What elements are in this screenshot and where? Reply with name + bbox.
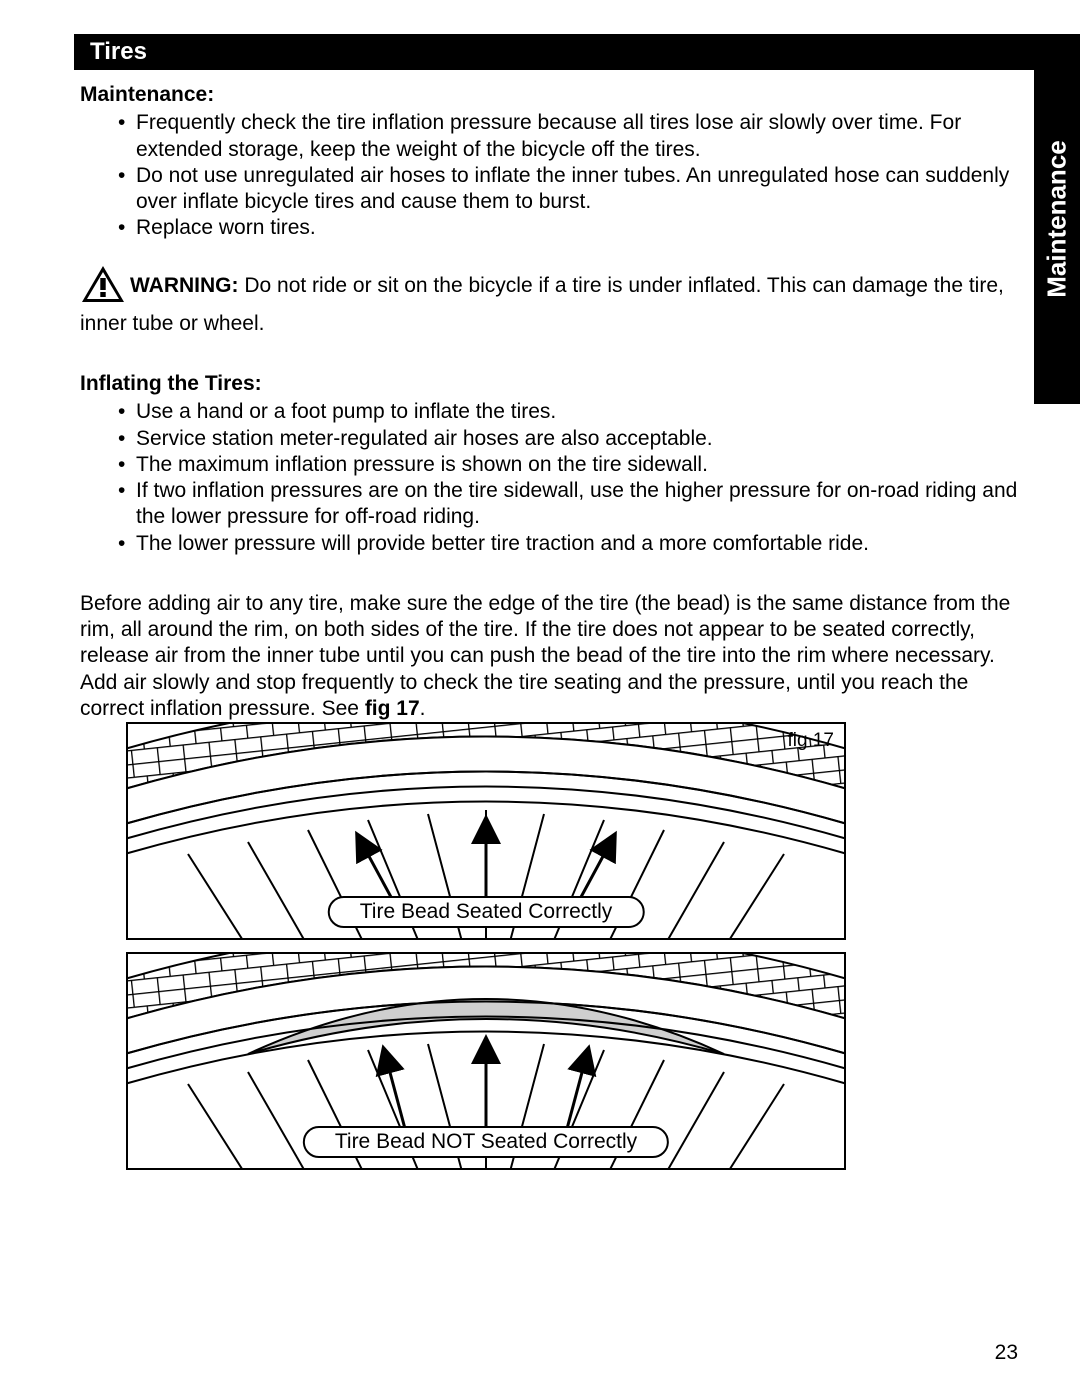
list-item: If two inflation pressures are on the ti… (136, 478, 1018, 531)
content-column: Maintenance: Frequently check the tire i… (80, 78, 1018, 722)
list-item: Service station meter-regulated air hose… (136, 426, 1018, 452)
inflating-list: Use a hand or a foot pump to inflate the… (80, 399, 1018, 557)
fig-ref: fig 17 (365, 697, 420, 720)
figure-panel-correct: fig 17 (126, 722, 846, 940)
list-item: Replace worn tires. (136, 215, 1018, 241)
warning-block: WARNING: Do not ride or sit on the bicyc… (80, 264, 1018, 338)
list-item: Frequently check the tire inflation pres… (136, 110, 1018, 163)
figure-number: fig 17 (788, 730, 834, 752)
maintenance-heading: Maintenance: (80, 82, 1018, 108)
list-item: Do not use unregulated air hoses to infl… (136, 163, 1018, 216)
list-item: The maximum inflation pressure is shown … (136, 452, 1018, 478)
figure-panel-incorrect: Tire Bead NOT Seated Correctly (126, 952, 846, 1170)
maintenance-list: Frequently check the tire inflation pres… (80, 110, 1018, 241)
bead-text: Before adding air to any tire, make sure… (80, 592, 1010, 720)
figure-caption-correct: Tire Bead Seated Correctly (328, 896, 645, 928)
page: Tires Maintenance Maintenance: Frequentl… (0, 0, 1080, 1397)
inflating-heading: Inflating the Tires: (80, 371, 1018, 397)
warning-icon (80, 264, 126, 311)
side-tab: Maintenance (1034, 34, 1080, 404)
section-title-bar: Tires (74, 34, 1080, 70)
list-item: The lower pressure will provide better t… (136, 531, 1018, 557)
figure-17: fig 17 (126, 722, 846, 1178)
side-tab-label: Maintenance (1042, 140, 1073, 298)
bead-paragraph: Before adding air to any tire, make sure… (80, 591, 1018, 722)
warning-label: WARNING: (130, 274, 239, 297)
list-item: Use a hand or a foot pump to inflate the… (136, 399, 1018, 425)
section-title: Tires (90, 38, 147, 65)
bead-text-post: . (420, 697, 426, 720)
page-number: 23 (995, 1341, 1018, 1365)
figure-caption-incorrect: Tire Bead NOT Seated Correctly (303, 1126, 669, 1158)
